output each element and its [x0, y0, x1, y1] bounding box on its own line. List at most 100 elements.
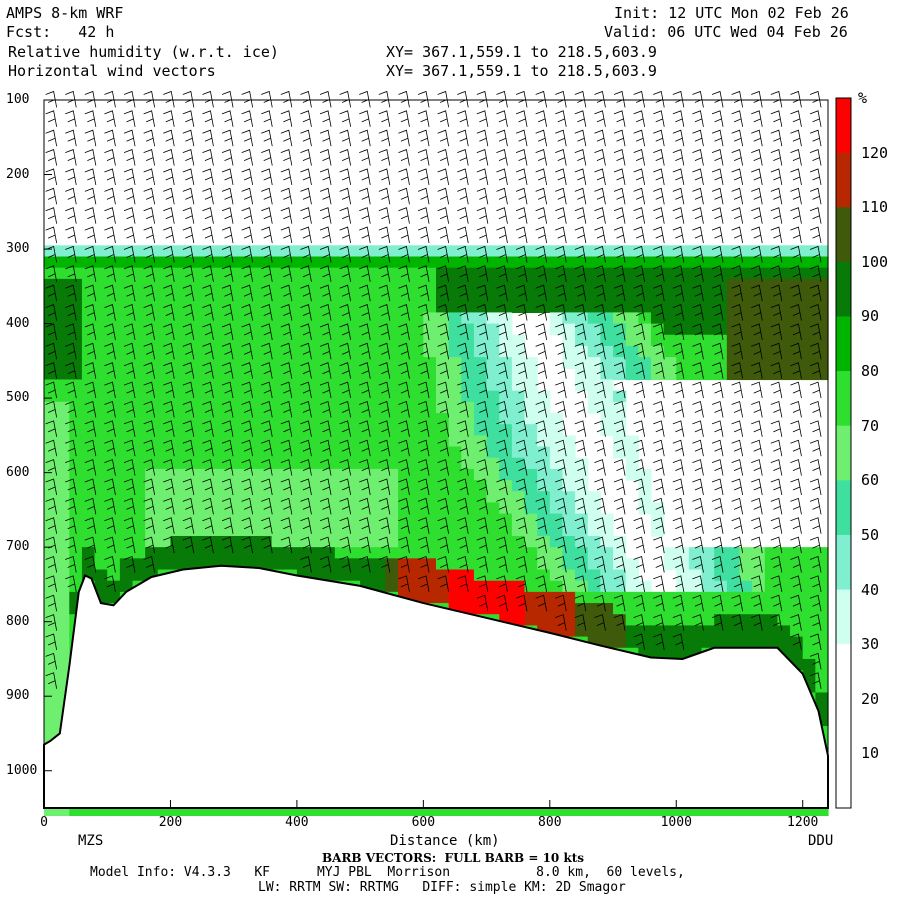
rh-cell [221, 345, 235, 358]
wind-barb [84, 381, 97, 399]
rh-cell [549, 603, 564, 615]
rh-cell [258, 804, 273, 817]
wind-barb [339, 439, 352, 457]
wind-barb [319, 129, 332, 147]
wind-barb [45, 168, 58, 186]
wind-barb [515, 555, 528, 573]
wind-barb [457, 226, 469, 244]
rh-cell [132, 468, 146, 481]
wind-barb [692, 90, 704, 108]
wind-barb [515, 517, 528, 534]
rh-cell [423, 345, 437, 358]
rh-cell [69, 323, 83, 336]
rh-cell [221, 245, 235, 258]
wind-barb [163, 400, 175, 418]
wind-barb [692, 304, 704, 321]
rh-cell [562, 591, 576, 604]
wind-barb [496, 594, 508, 612]
wind-barb [515, 187, 528, 205]
rh-cell [436, 379, 450, 392]
rh-cell [372, 256, 387, 269]
wind-barb [594, 245, 606, 263]
rh-cell [600, 614, 614, 627]
wind-barb [692, 362, 704, 379]
rh-cell [587, 603, 601, 615]
rh-cell [701, 312, 715, 325]
wind-barb [555, 497, 567, 515]
rh-cell [714, 290, 728, 302]
wind-barb [45, 439, 58, 457]
colorbar-tick-label: 30 [861, 635, 880, 654]
rh-cell [195, 547, 209, 559]
rh-cell [170, 491, 184, 504]
rh-cell [575, 603, 589, 615]
wind-barb [594, 129, 606, 147]
rh-cell [587, 245, 601, 258]
rh-cell [486, 502, 500, 515]
rh-cell [69, 580, 83, 593]
rh-cell [372, 491, 387, 504]
wind-barb [143, 90, 156, 108]
rh-cell [145, 502, 159, 515]
rh-cell [56, 658, 70, 671]
rh-cell [752, 625, 766, 638]
wind-barb [515, 226, 528, 244]
wind-barb [751, 149, 763, 166]
wind-barb [143, 555, 156, 573]
wind-barb [241, 517, 254, 534]
colorbar-swatch [836, 316, 851, 372]
rh-cell [183, 401, 197, 414]
rh-cell [246, 424, 260, 436]
rh-cell [145, 468, 159, 481]
rh-cell [726, 245, 741, 258]
rh-cell [360, 390, 374, 403]
wind-barb [65, 226, 77, 244]
wind-barb [770, 575, 783, 592]
wind-barb [613, 265, 626, 282]
rh-cell [157, 524, 172, 537]
rh-cell [132, 424, 146, 436]
wind-barb [65, 459, 77, 476]
wind-barb [300, 149, 312, 166]
wind-barb [84, 362, 97, 379]
rh-cell [195, 334, 209, 347]
wind-barb [104, 555, 116, 573]
colorbar-tick-label: 40 [861, 580, 880, 599]
wind-barb [398, 90, 410, 108]
wind-barb [241, 265, 254, 282]
rh-cell [69, 558, 83, 571]
wind-barb [515, 575, 528, 592]
rh-cell [132, 245, 146, 258]
wind-barb [378, 420, 391, 437]
rh-cell [587, 614, 601, 627]
rh-cell [587, 591, 601, 604]
rh-cell [625, 614, 639, 627]
wind-barb [378, 168, 391, 186]
wind-barb [770, 265, 783, 282]
rh-cell [726, 345, 741, 358]
rh-cell [410, 401, 424, 414]
wind-barb [182, 478, 195, 496]
rh-cell [309, 558, 323, 571]
wind-barb [731, 187, 744, 205]
rh-cell [183, 435, 197, 448]
rh-cell [613, 636, 627, 649]
rh-cell [511, 480, 526, 492]
rh-cell [663, 334, 677, 347]
wind-barb [535, 478, 548, 496]
wind-barb [241, 168, 254, 186]
rh-cell [473, 368, 488, 381]
rh-cell [69, 513, 83, 526]
rh-cell [69, 591, 83, 604]
rh-cell [385, 312, 399, 325]
rh-cell [183, 558, 197, 571]
wind-barb [359, 400, 371, 418]
wind-barb [633, 497, 646, 515]
wind-barb [555, 381, 567, 399]
rh-cell [486, 435, 500, 448]
wind-barb [104, 459, 116, 476]
rh-cell [537, 535, 551, 548]
wind-barb [398, 459, 410, 476]
rh-cell [119, 502, 134, 515]
wind-barb [202, 420, 214, 437]
